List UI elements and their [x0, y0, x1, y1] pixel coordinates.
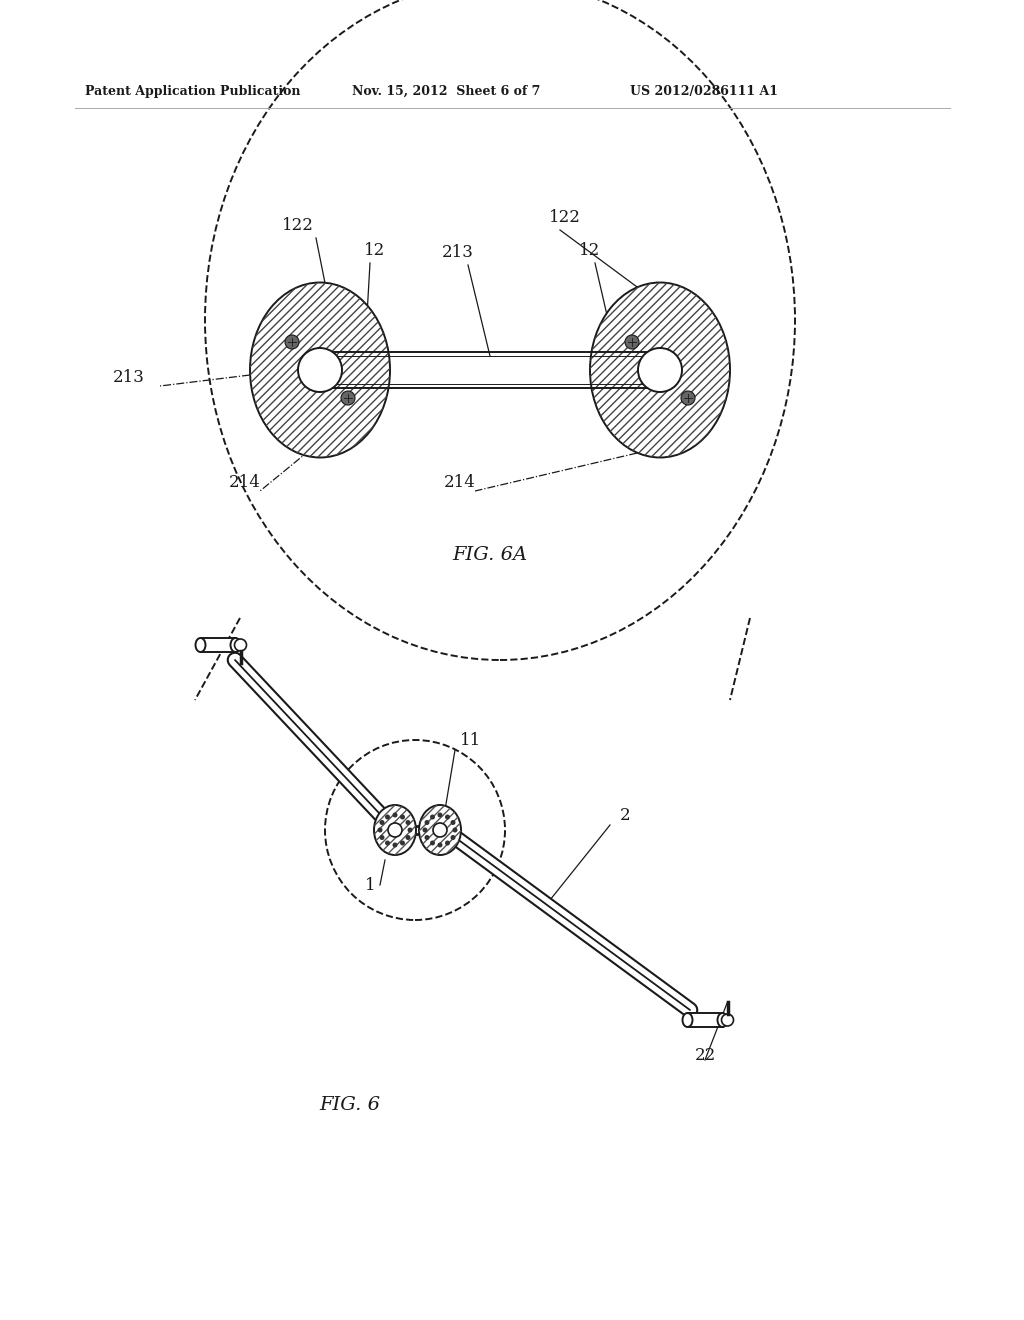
Circle shape [425, 820, 429, 825]
Text: 1: 1 [365, 876, 376, 894]
Circle shape [392, 842, 397, 847]
Text: 214: 214 [229, 474, 261, 491]
Circle shape [388, 822, 402, 837]
Circle shape [380, 820, 384, 825]
Circle shape [625, 335, 639, 348]
Ellipse shape [230, 638, 241, 652]
Circle shape [437, 842, 442, 847]
Circle shape [445, 841, 450, 846]
Text: 2: 2 [620, 807, 631, 824]
Circle shape [451, 836, 456, 840]
Circle shape [423, 828, 427, 833]
Circle shape [380, 836, 384, 840]
Bar [687, 1012, 723, 1027]
Text: 214: 214 [444, 474, 476, 491]
Circle shape [681, 391, 695, 405]
Ellipse shape [374, 805, 416, 855]
Circle shape [392, 813, 397, 817]
Circle shape [453, 828, 458, 833]
Circle shape [400, 814, 406, 820]
Circle shape [400, 841, 406, 846]
Circle shape [341, 391, 355, 405]
Text: 12: 12 [365, 242, 386, 259]
Circle shape [285, 335, 299, 348]
Ellipse shape [683, 1012, 692, 1027]
Text: 122: 122 [549, 209, 581, 226]
Text: 12: 12 [580, 242, 601, 259]
Text: FIG. 6A: FIG. 6A [453, 546, 527, 564]
Text: 122: 122 [282, 216, 314, 234]
Circle shape [445, 814, 450, 820]
Text: FIG. 6: FIG. 6 [319, 1096, 381, 1114]
Text: 11: 11 [460, 733, 481, 748]
Ellipse shape [419, 805, 461, 855]
Ellipse shape [590, 282, 730, 458]
Circle shape [385, 814, 390, 820]
Text: 213: 213 [113, 370, 145, 385]
Circle shape [437, 813, 442, 817]
Circle shape [406, 836, 411, 840]
Circle shape [425, 836, 429, 840]
Text: US 2012/0286111 A1: US 2012/0286111 A1 [630, 84, 778, 98]
Bar [201, 638, 236, 652]
Circle shape [430, 841, 435, 846]
Circle shape [234, 639, 247, 651]
Text: Patent Application Publication: Patent Application Publication [85, 84, 300, 98]
Circle shape [638, 348, 682, 392]
Text: Nov. 15, 2012  Sheet 6 of 7: Nov. 15, 2012 Sheet 6 of 7 [352, 84, 541, 98]
Circle shape [433, 822, 447, 837]
Circle shape [430, 814, 435, 820]
Ellipse shape [250, 282, 390, 458]
Circle shape [722, 1014, 733, 1026]
Text: 213: 213 [442, 244, 474, 261]
Circle shape [378, 828, 383, 833]
Circle shape [298, 348, 342, 392]
Circle shape [406, 820, 411, 825]
Circle shape [385, 841, 390, 846]
Ellipse shape [196, 638, 206, 652]
Ellipse shape [718, 1012, 727, 1027]
Circle shape [408, 828, 413, 833]
Text: 22: 22 [694, 1047, 716, 1064]
Circle shape [451, 820, 456, 825]
FancyBboxPatch shape [319, 352, 660, 388]
